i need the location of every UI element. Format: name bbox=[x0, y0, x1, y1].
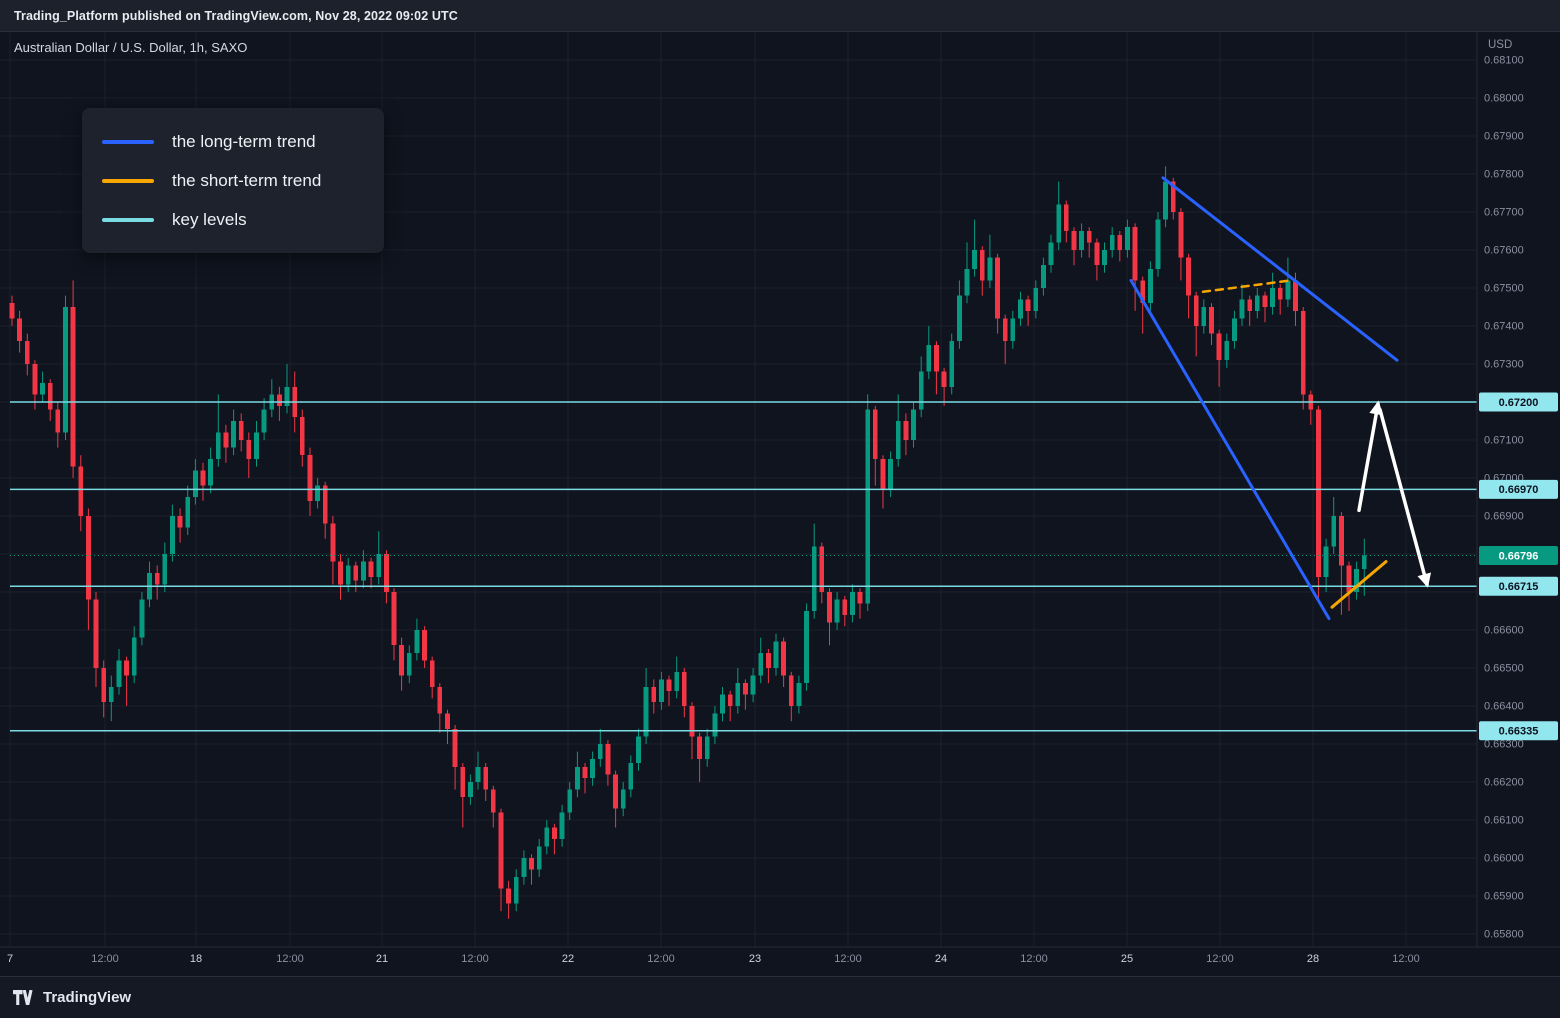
svg-text:24: 24 bbox=[935, 953, 947, 965]
svg-text:0.66300: 0.66300 bbox=[1484, 739, 1524, 751]
candlestick-series bbox=[9, 166, 1367, 919]
legend-swatch-key-levels bbox=[102, 217, 154, 222]
current-price-badge: 0.66796 bbox=[1479, 546, 1558, 565]
svg-text:0.66715: 0.66715 bbox=[1499, 581, 1539, 593]
svg-text:0.67700: 0.67700 bbox=[1484, 207, 1524, 219]
short-term-trendline[interactable] bbox=[1330, 560, 1388, 609]
svg-text:0.66100: 0.66100 bbox=[1484, 815, 1524, 827]
legend-label-long-term-trend: the long-term trend bbox=[172, 131, 316, 151]
svg-text:12:00: 12:00 bbox=[1020, 953, 1048, 965]
svg-text:0.66400: 0.66400 bbox=[1484, 701, 1524, 713]
svg-text:0.66000: 0.66000 bbox=[1484, 853, 1524, 865]
svg-text:0.65800: 0.65800 bbox=[1484, 929, 1524, 941]
svg-text:18: 18 bbox=[190, 953, 202, 965]
projection-arrow-down[interactable] bbox=[1378, 407, 1432, 588]
legend-box: the long-term trend the short-term trend… bbox=[82, 108, 384, 253]
svg-text:21: 21 bbox=[376, 953, 388, 965]
legend-item-short-term-trend: the short-term trend bbox=[82, 161, 384, 200]
legend-swatch-short-term-trend bbox=[102, 178, 154, 183]
candlestick-chart[interactable]: 0.65800 0.65900 0.66000 0.66100 0.66200 0.663… bbox=[0, 32, 1560, 976]
time-axis-labels[interactable]: 7 12:00 18 12:00 21 12:00 22 12:00 23 12:00 24 12:0… bbox=[7, 953, 1420, 965]
svg-text:12:00: 12:00 bbox=[834, 953, 862, 965]
svg-text:0.66796: 0.66796 bbox=[1499, 550, 1539, 562]
svg-text:0.67300: 0.67300 bbox=[1484, 359, 1524, 371]
tradingview-brand[interactable]: TradingView bbox=[43, 989, 132, 1006]
svg-text:0.67100: 0.67100 bbox=[1484, 435, 1524, 447]
svg-text:25: 25 bbox=[1121, 953, 1133, 965]
svg-text:7: 7 bbox=[7, 953, 13, 965]
svg-text:28: 28 bbox=[1307, 953, 1319, 965]
svg-text:0.67500: 0.67500 bbox=[1484, 283, 1524, 295]
short-term-trendline-dashed[interactable] bbox=[1201, 279, 1293, 294]
long-term-trendline-lower[interactable] bbox=[1129, 278, 1331, 621]
published-line: Trading_Platform published on TradingVie… bbox=[14, 8, 458, 23]
svg-text:12:00: 12:00 bbox=[1392, 953, 1420, 965]
svg-text:22: 22 bbox=[562, 953, 574, 965]
svg-text:0.67800: 0.67800 bbox=[1484, 169, 1524, 181]
key-level-lines bbox=[10, 401, 1477, 732]
svg-text:0.66600: 0.66600 bbox=[1484, 625, 1524, 637]
legend-item-long-term-trend: the long-term trend bbox=[82, 122, 384, 161]
svg-text:0.65900: 0.65900 bbox=[1484, 891, 1524, 903]
price-axis-currency: USD bbox=[1488, 39, 1513, 51]
svg-text:0.66200: 0.66200 bbox=[1484, 777, 1524, 789]
tradingview-logo-icon[interactable] bbox=[13, 990, 34, 1005]
svg-text:12:00: 12:00 bbox=[647, 953, 675, 965]
long-term-trendline-upper[interactable] bbox=[1161, 176, 1399, 362]
svg-text:23: 23 bbox=[749, 953, 761, 965]
snapshot-header: Trading_Platform published on TradingVie… bbox=[0, 0, 1560, 32]
legend-swatch-long-term-trend bbox=[102, 139, 154, 144]
svg-text:0.66335: 0.66335 bbox=[1499, 726, 1539, 738]
svg-text:0.67900: 0.67900 bbox=[1484, 131, 1524, 143]
chart-area[interactable]: 0.65800 0.65900 0.66000 0.66100 0.66200 0.663… bbox=[0, 32, 1560, 976]
svg-text:12:00: 12:00 bbox=[461, 953, 489, 965]
chart-drawings bbox=[1129, 176, 1432, 621]
svg-text:0.66900: 0.66900 bbox=[1484, 511, 1524, 523]
key-level-badges: 0.67200 0.66970 0.66715 0.66335 bbox=[1479, 392, 1558, 741]
svg-text:0.68100: 0.68100 bbox=[1484, 55, 1524, 67]
footer-bar: TradingView bbox=[0, 976, 1560, 1018]
projection-arrow-up[interactable] bbox=[1357, 400, 1384, 513]
legend-item-key-levels: key levels bbox=[82, 200, 384, 239]
svg-text:12:00: 12:00 bbox=[1206, 953, 1234, 965]
svg-text:0.67200: 0.67200 bbox=[1499, 397, 1539, 409]
svg-text:12:00: 12:00 bbox=[91, 953, 119, 965]
svg-text:0.66970: 0.66970 bbox=[1499, 484, 1539, 496]
symbol-title: Australian Dollar / U.S. Dollar, 1h, SAX… bbox=[14, 40, 248, 55]
svg-text:12:00: 12:00 bbox=[276, 953, 304, 965]
svg-text:0.66500: 0.66500 bbox=[1484, 663, 1524, 675]
svg-text:0.67400: 0.67400 bbox=[1484, 321, 1524, 333]
svg-text:0.67600: 0.67600 bbox=[1484, 245, 1524, 257]
legend-label-key-levels: key levels bbox=[172, 209, 247, 229]
svg-text:0.68000: 0.68000 bbox=[1484, 93, 1524, 105]
legend-label-short-term-trend: the short-term trend bbox=[172, 170, 322, 190]
